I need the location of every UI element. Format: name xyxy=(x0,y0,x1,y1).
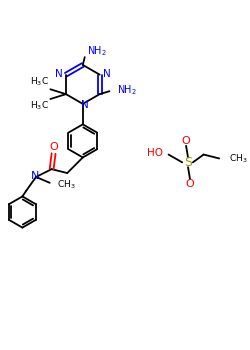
Text: HO: HO xyxy=(147,148,163,158)
Text: H$_3$C: H$_3$C xyxy=(30,100,49,112)
Text: NH$_2$: NH$_2$ xyxy=(117,83,137,97)
Text: N: N xyxy=(81,100,89,110)
Text: N: N xyxy=(55,69,63,79)
Text: N: N xyxy=(102,69,110,79)
Text: NH$_2$: NH$_2$ xyxy=(87,44,106,58)
Text: O: O xyxy=(186,179,194,189)
Text: CH$_3$: CH$_3$ xyxy=(229,152,248,165)
Text: O: O xyxy=(182,136,190,146)
Text: H$_3$C: H$_3$C xyxy=(30,76,49,88)
Text: S: S xyxy=(184,156,192,169)
Text: CH$_3$: CH$_3$ xyxy=(58,178,76,191)
Text: O: O xyxy=(49,142,58,152)
Text: N: N xyxy=(31,171,39,181)
